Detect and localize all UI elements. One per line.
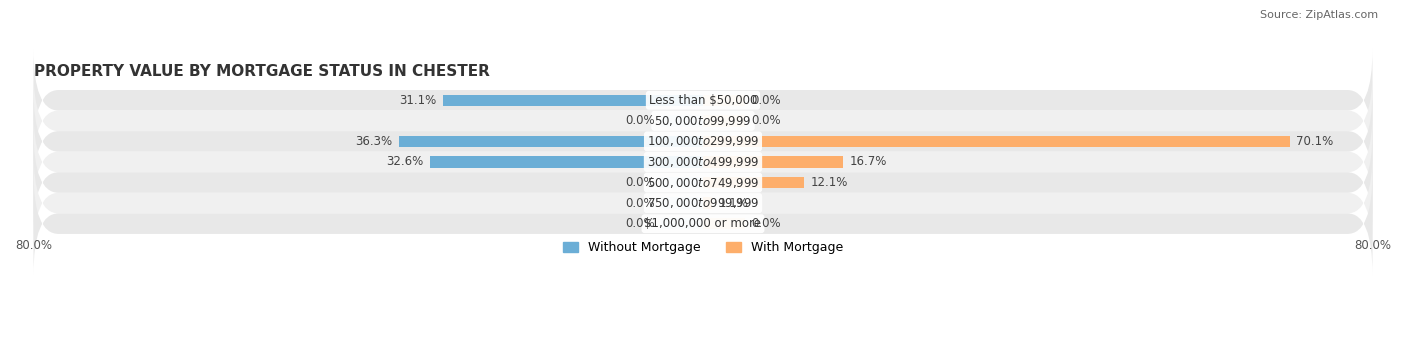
Text: 0.0%: 0.0% (752, 114, 782, 127)
Bar (399, 136, 703, 147)
Text: Less than $50,000: Less than $50,000 (648, 94, 758, 107)
Text: $300,000 to $499,999: $300,000 to $499,999 (647, 155, 759, 169)
Text: PROPERTY VALUE BY MORTGAGE STATUS IN CHESTER: PROPERTY VALUE BY MORTGAGE STATUS IN CHE… (34, 64, 489, 79)
Bar (661, 115, 703, 127)
Text: 31.1%: 31.1% (399, 94, 436, 107)
FancyBboxPatch shape (34, 70, 1372, 172)
Bar (703, 197, 713, 209)
Text: 36.3%: 36.3% (356, 135, 392, 148)
Text: 0.0%: 0.0% (752, 94, 782, 107)
Text: 0.0%: 0.0% (624, 114, 654, 127)
Text: 32.6%: 32.6% (387, 155, 423, 168)
Bar (661, 177, 703, 188)
Text: 0.0%: 0.0% (624, 176, 654, 189)
Text: $500,000 to $749,999: $500,000 to $749,999 (647, 176, 759, 190)
Bar (703, 156, 842, 168)
Text: $750,000 to $999,999: $750,000 to $999,999 (647, 196, 759, 210)
Bar (703, 115, 745, 127)
Bar (703, 95, 745, 106)
Text: $1,000,000 or more: $1,000,000 or more (644, 217, 762, 230)
Text: $50,000 to $99,999: $50,000 to $99,999 (654, 114, 752, 128)
Text: $100,000 to $299,999: $100,000 to $299,999 (647, 134, 759, 148)
Bar (661, 197, 703, 209)
FancyBboxPatch shape (34, 131, 1372, 234)
Text: 0.0%: 0.0% (752, 217, 782, 230)
Bar (703, 177, 804, 188)
Bar (703, 136, 1289, 147)
Text: 0.0%: 0.0% (624, 197, 654, 210)
Bar (661, 218, 703, 229)
FancyBboxPatch shape (34, 172, 1372, 275)
Text: Source: ZipAtlas.com: Source: ZipAtlas.com (1260, 10, 1378, 20)
Bar (430, 156, 703, 168)
Bar (443, 95, 703, 106)
FancyBboxPatch shape (34, 152, 1372, 254)
FancyBboxPatch shape (34, 90, 1372, 193)
Text: 1.1%: 1.1% (718, 197, 749, 210)
Text: 12.1%: 12.1% (811, 176, 848, 189)
Bar (703, 218, 745, 229)
Text: 16.7%: 16.7% (849, 155, 887, 168)
Text: 0.0%: 0.0% (624, 217, 654, 230)
Text: 70.1%: 70.1% (1296, 135, 1334, 148)
FancyBboxPatch shape (34, 49, 1372, 152)
FancyBboxPatch shape (34, 110, 1372, 213)
Legend: Without Mortgage, With Mortgage: Without Mortgage, With Mortgage (558, 236, 848, 260)
